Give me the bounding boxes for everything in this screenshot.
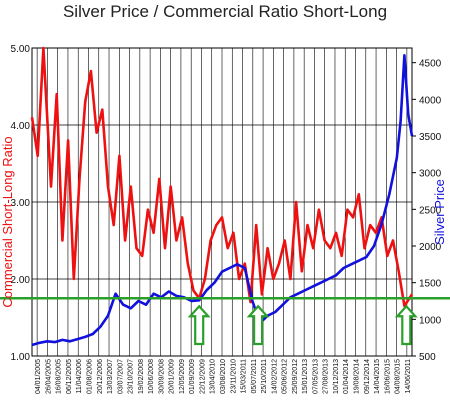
x-tick-label: 04/01/2005 (35, 359, 42, 394)
x-tick-label: 30/09/2008 (158, 359, 165, 394)
y-right-axis-title: Silver Price (432, 179, 447, 245)
y-right-tick-label: 4000 (419, 95, 442, 106)
x-tick-label: 07/05/2013 (312, 359, 319, 394)
axis-layer: 1.00 2.00 3.00 4.00 5.00 500 1000 1500 2000 2500 3… (0, 44, 447, 394)
x-tick-label: 23/10/2007 (128, 359, 135, 394)
y-right-tick-label: 1500 (419, 279, 442, 290)
y-right-tick-label: 2000 (419, 242, 442, 253)
x-tick-label: 14/02/2012 (271, 359, 278, 394)
x-tick-label: 09/12/2014 (364, 359, 371, 394)
x-tick-label: 26/04/2005 (45, 359, 52, 394)
x-tick-label: 10/12/2013 (333, 359, 340, 394)
x-tick-label: 10/06/2008 (148, 359, 155, 394)
x-tick-label: 15/03/2011 (241, 359, 248, 394)
x-tick-label: 01/04/2014 (343, 359, 350, 394)
y-left-tick-label: 4.00 (11, 121, 31, 132)
silver-price-line (31, 53, 414, 347)
x-tick-label: 01/09/2009 (189, 359, 196, 394)
x-tick-label: 20/01/2009 (169, 359, 176, 394)
grid-layer (31, 47, 413, 357)
x-tick-label: 23/11/2010 (230, 359, 237, 394)
x-tick-label: 14/06/2011 (405, 359, 412, 394)
x-tick-label: 01/08/2006 (86, 359, 93, 394)
series-layer (0, 46, 450, 347)
x-tick-label: 27/08/2013 (323, 359, 330, 394)
x-tick-label: 06/12/2005 (66, 359, 73, 394)
x-tick-label: 13/03/2007 (107, 359, 114, 394)
y-left-tick-label: 3.00 (11, 198, 31, 209)
y-right-tick-label: 3500 (419, 132, 442, 143)
x-tick-label: 04/08/2015 (395, 359, 402, 394)
x-tick-label: 20/12/2006 (97, 359, 104, 394)
y-left-tick-label: 1.00 (11, 352, 31, 363)
commercial-ratio-line (30, 46, 414, 308)
x-tick-label: 16/06/2015 (384, 359, 391, 394)
chart-title: Silver Price / Commercial Ratio Short-Lo… (62, 2, 388, 21)
x-tick-label: 25/09/2012 (292, 359, 299, 394)
x-tick-label: 25/10/2011 (261, 359, 268, 394)
up-arrow-annotation (394, 304, 418, 346)
y-right-tick-label: 3000 (419, 169, 442, 180)
x-tick-label: 14/04/2015 (374, 359, 381, 394)
up-arrow-annotation (187, 304, 211, 346)
annotation-layer (187, 304, 418, 346)
y-right-tick-label: 4500 (419, 59, 442, 70)
y-right-tick-label: 2500 (419, 205, 442, 216)
x-tick-label: 22/12/2009 (199, 359, 206, 394)
y-right-tick-label: 1000 (419, 315, 442, 326)
x-tick-label: 13/04/2010 (210, 359, 217, 394)
x-tick-label: 03/08/2010 (220, 359, 227, 394)
x-tick-label: 16/08/2005 (56, 359, 63, 394)
y-left-tick-label: 2.00 (11, 275, 31, 286)
x-tick-label: 19/02/2008 (138, 359, 145, 394)
x-tick-label: 12/05/2009 (179, 359, 186, 394)
x-tick-label: 05/07/2011 (251, 359, 258, 394)
x-tick-label: 19/08/2014 (354, 359, 361, 394)
x-tick-label: 11/04/2006 (76, 359, 83, 394)
x-tick-label: 15/01/2013 (302, 359, 309, 394)
x-tick-label: 03/07/2007 (117, 359, 124, 394)
x-tick-label: 05/06/2012 (282, 359, 289, 394)
up-arrow-annotation (246, 304, 270, 346)
y-left-tick-label: 5.00 (11, 44, 31, 55)
y-right-tick-label: 500 (419, 352, 436, 363)
y-left-axis-title: Commercial Short-Long Ratio (0, 136, 15, 307)
